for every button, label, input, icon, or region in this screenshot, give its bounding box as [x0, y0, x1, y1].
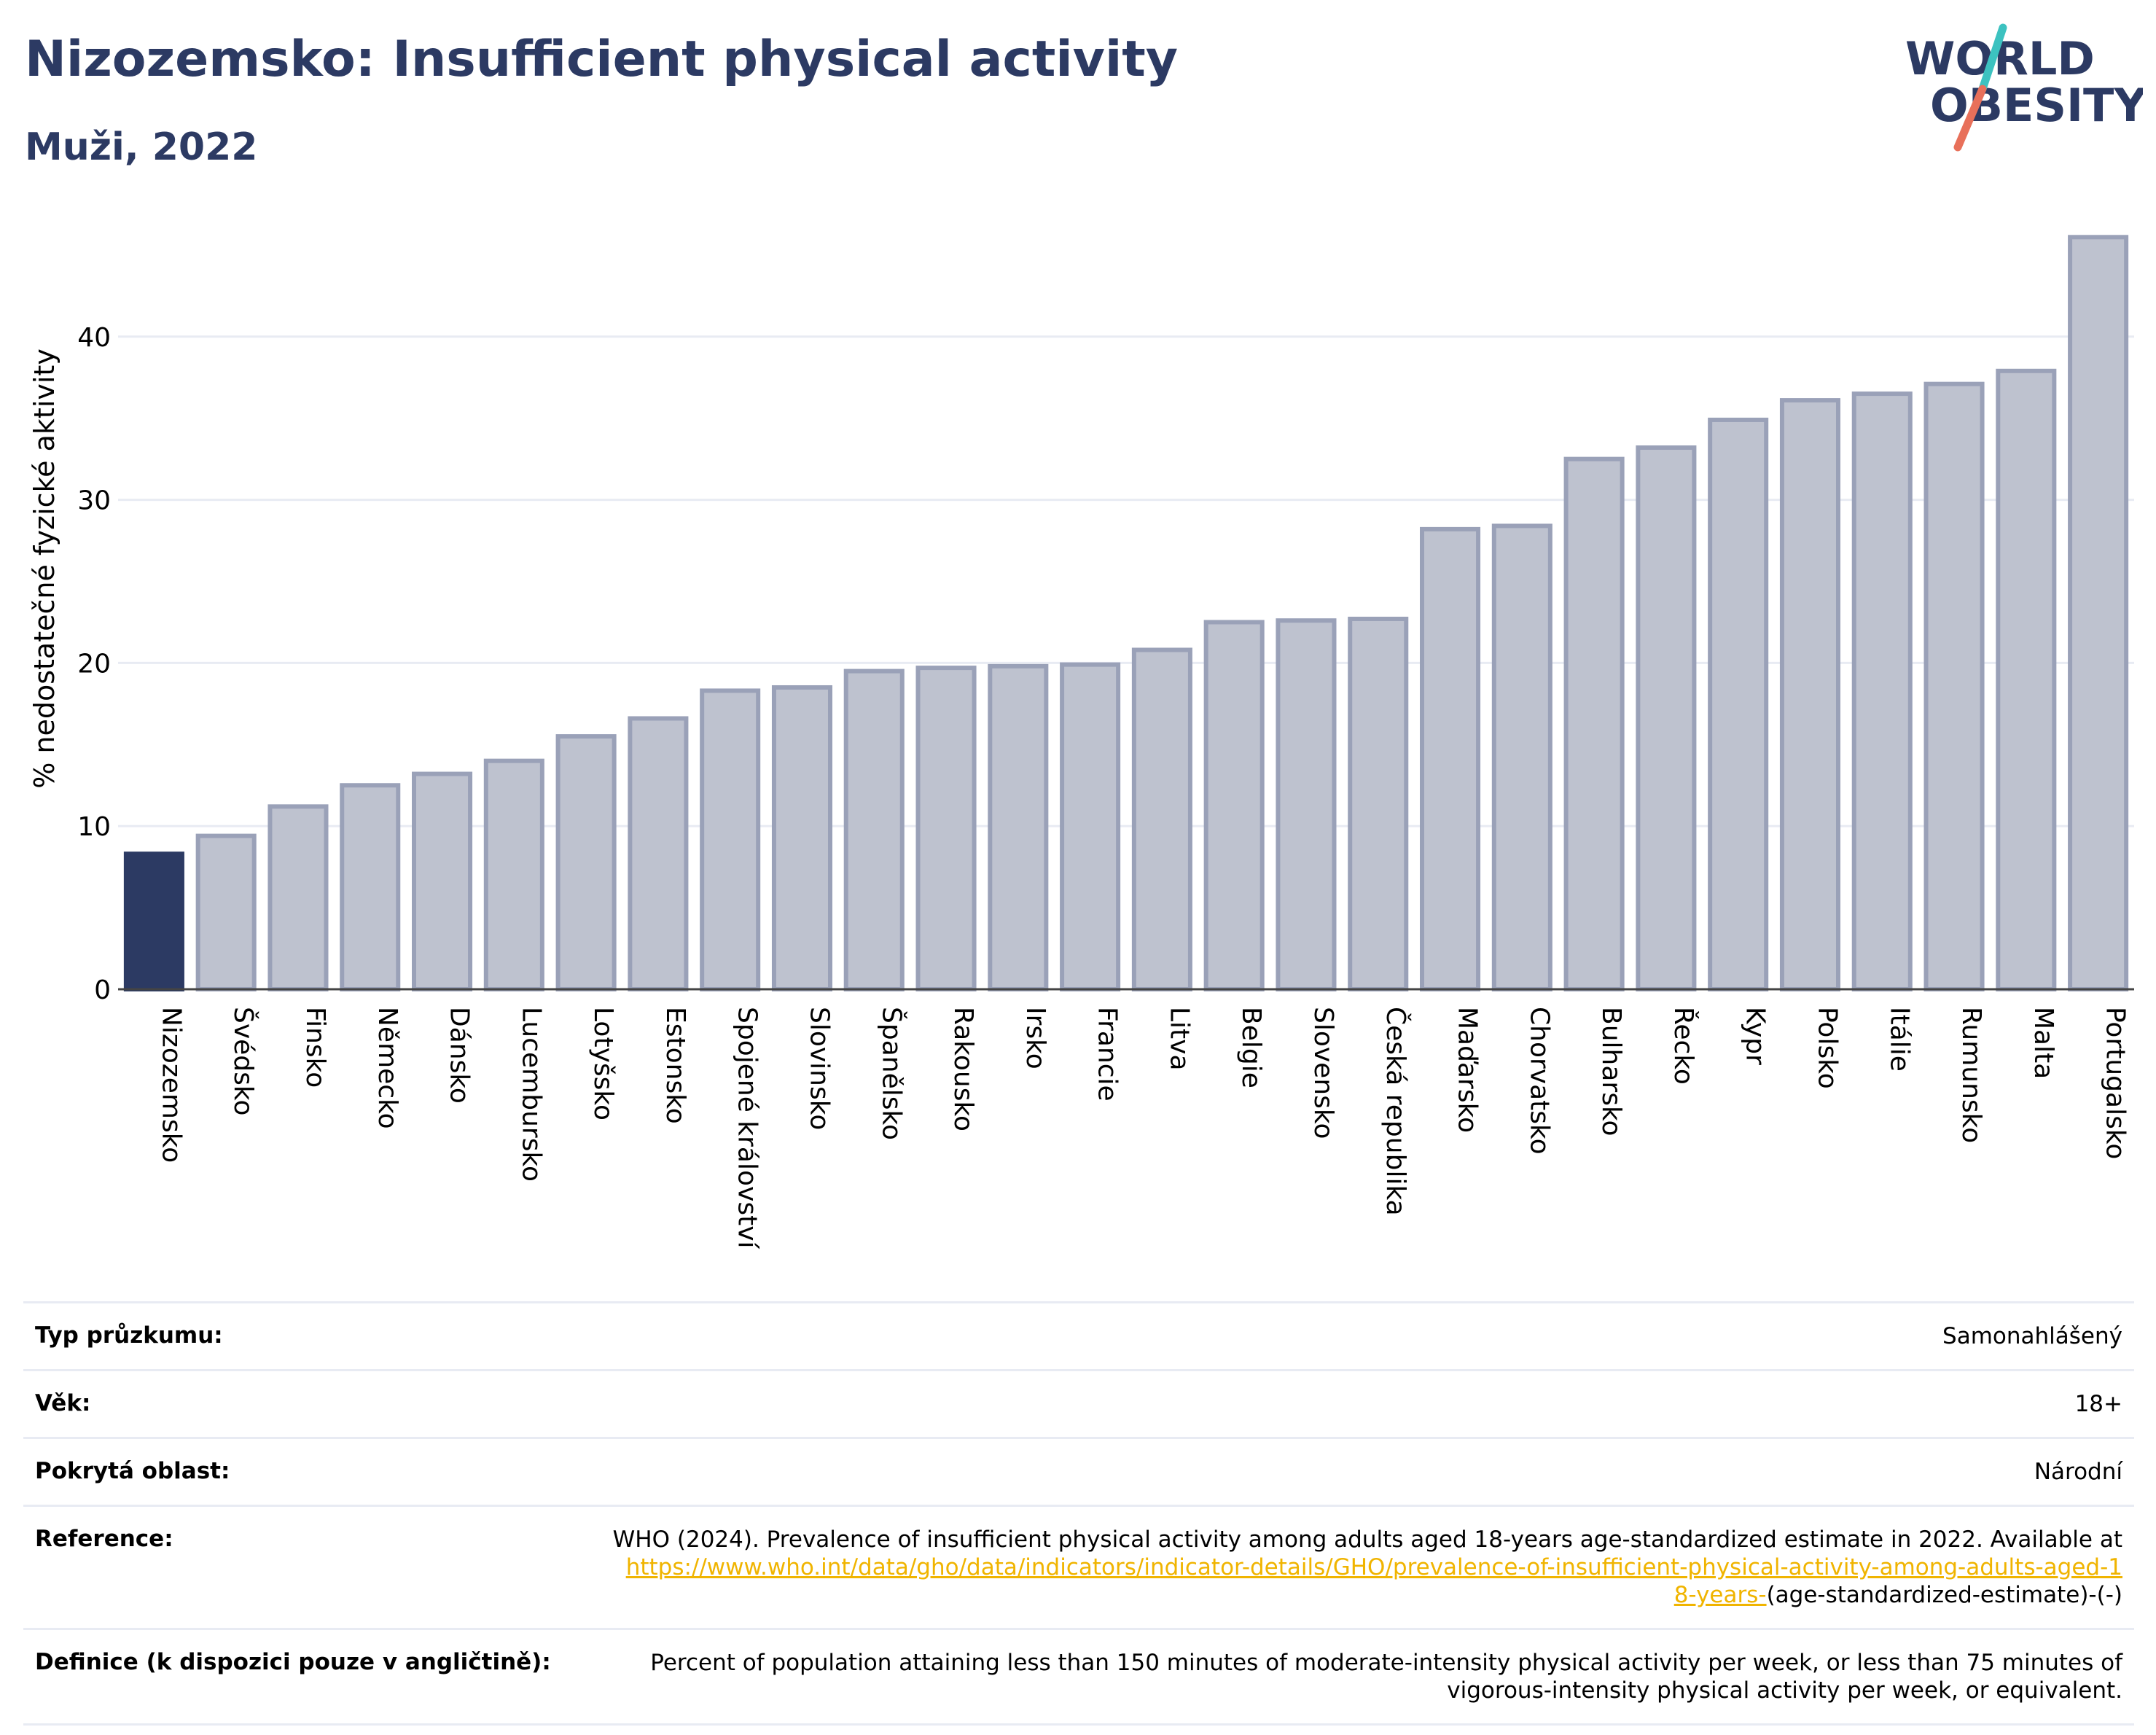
bar-Irsko [988, 663, 1049, 991]
x-tick-label: Itálie [1884, 1007, 1914, 1072]
x-tick-label: Slovensko [1308, 1007, 1338, 1139]
x-tick-label: Polsko [1812, 1007, 1842, 1089]
y-axis-label: % nedostatečné fyzické aktivity [28, 348, 60, 789]
definition-value: Percent of population attaining less tha… [601, 1628, 2134, 1726]
logo-slash-coral [1953, 85, 1987, 152]
bar-Dánsko [412, 771, 473, 991]
bar-Švédsko [195, 833, 257, 992]
bar-Bulharsko [1563, 456, 1625, 991]
y-tick-label: 10 [77, 812, 111, 842]
x-tick-label: Dánsko [445, 1007, 474, 1104]
bar-Španělsko [843, 668, 905, 992]
bar-Francie [1060, 662, 1121, 991]
x-tick-label: Finsko [300, 1007, 330, 1088]
coverage-label: Pokrytá oblast: [23, 1437, 601, 1506]
bar-Malta [1996, 368, 2057, 992]
reference-label: Reference: [23, 1505, 601, 1629]
x-tick-label: Maďarsko [1453, 1007, 1483, 1133]
info-row-survey-type: Typ průzkumu: Samonahlášený [23, 1301, 2134, 1371]
x-tick-label: Švédsko [228, 1007, 259, 1116]
y-tick-label: 0 [94, 975, 111, 1005]
y-ticks: 0 10 20 30 40 [77, 323, 111, 1005]
bar-Litva [1131, 647, 1192, 991]
x-tick-label: Malta [2028, 1007, 2058, 1079]
bar-Nizozemsko [123, 851, 184, 991]
x-tick-label: Česká republika [1380, 1007, 1411, 1216]
info-row-reference: Reference: WHO (2024). Prevalence of ins… [23, 1505, 2134, 1629]
y-tick-label: 20 [77, 649, 111, 679]
bar-Chorvatsko [1491, 523, 1552, 991]
bar-Slovensko [1276, 618, 1337, 991]
x-tick-label: Spojené království [733, 1007, 762, 1249]
info-row-age: Věk: 18+ [23, 1369, 2134, 1438]
bar-Řecko [1636, 445, 1697, 991]
x-tick-label: Portugalsko [2101, 1007, 2130, 1159]
bar-Lotyšsko [555, 734, 617, 991]
bar-Rumunsko [1923, 381, 1985, 991]
x-ticks: Nizozemsko Švédsko Finsko Německo Dánsko Luce… [156, 1007, 2130, 1249]
chart-title: Nizozemsko: Insufficient physical activi… [25, 31, 1179, 88]
survey-type-label: Typ průzkumu: [23, 1301, 601, 1371]
x-tick-label: Lucembursko [516, 1007, 546, 1182]
coverage-value: Národní [601, 1437, 2134, 1506]
age-value: 18+ [601, 1369, 2134, 1438]
x-tick-label: Kypr [1741, 1007, 1770, 1065]
bar-chart: 0 10 20 30 40 Nizozemsko Švédsko Finsko Německo… [28, 235, 2134, 1249]
bar-Maďarsko [1420, 526, 1481, 991]
bar-Itálie [1851, 391, 1913, 991]
bar-Estonsko [628, 716, 689, 991]
survey-type-value: Samonahlášený [601, 1301, 2134, 1371]
bar-Portugalsko [2068, 235, 2129, 992]
info-row-coverage: Pokrytá oblast: Národní [23, 1437, 2134, 1506]
world-obesity-logo: WORLD OBESITY [1905, 23, 2143, 152]
bar-Lucembursko [483, 758, 544, 992]
reference-text: WHO (2024). Prevalence of insufficient p… [612, 1527, 2122, 1553]
x-tick-label: Bulharsko [1596, 1007, 1626, 1136]
x-tick-label: Francie [1093, 1007, 1122, 1102]
bar-Belgie [1203, 620, 1265, 991]
x-tick-label: Estonsko [660, 1007, 690, 1124]
x-tick-label: Německo [372, 1007, 402, 1129]
bar-Finsko [267, 804, 329, 991]
x-tick-label: Španělsko [876, 1007, 907, 1140]
x-tick-label: Rakousko [948, 1007, 978, 1131]
x-tick-label: Chorvatsko [1524, 1007, 1554, 1155]
bar-Německo [340, 783, 401, 991]
reference-suffix: (age-standardized-estimate)-(-) [1766, 1582, 2122, 1608]
info-table: Typ průzkumu: Samonahlášený Věk: 18+ Pok… [23, 1301, 2134, 1726]
bar-Polsko [1779, 398, 1840, 991]
info-row-definition: Definice (k dispozici pouze v angličtině… [23, 1628, 2134, 1726]
age-label: Věk: [23, 1369, 601, 1438]
x-tick-label: Nizozemsko [156, 1007, 186, 1163]
x-tick-label: Rumunsko [1956, 1007, 1986, 1143]
x-tick-label: Slovinsko [804, 1007, 834, 1130]
bar-Česká republika [1348, 616, 1409, 991]
x-tick-label: Řecko [1668, 1007, 1699, 1085]
x-tick-label: Lotyšsko [588, 1007, 618, 1120]
x-tick-label: Irsko [1020, 1007, 1050, 1069]
definition-label: Definice (k dispozici pouze v angličtině… [23, 1628, 601, 1726]
bar-Slovinsko [771, 685, 832, 991]
y-tick-label: 30 [77, 486, 111, 516]
bar-Spojené království [700, 688, 761, 991]
bars [123, 235, 2129, 992]
x-tick-label: Litva [1164, 1007, 1194, 1071]
bar-Rakousko [915, 666, 977, 991]
y-tick-label: 40 [77, 323, 111, 353]
x-tick-label: Belgie [1236, 1007, 1266, 1088]
reference-value: WHO (2024). Prevalence of insufficient p… [601, 1505, 2134, 1629]
chart-subtitle: Muži, 2022 [25, 125, 258, 169]
reference-link[interactable]: https://www.who.int/data/gho/data/indica… [625, 1554, 2122, 1608]
bar-Kypr [1708, 417, 1769, 991]
logo-slash-teal [1978, 23, 2007, 93]
